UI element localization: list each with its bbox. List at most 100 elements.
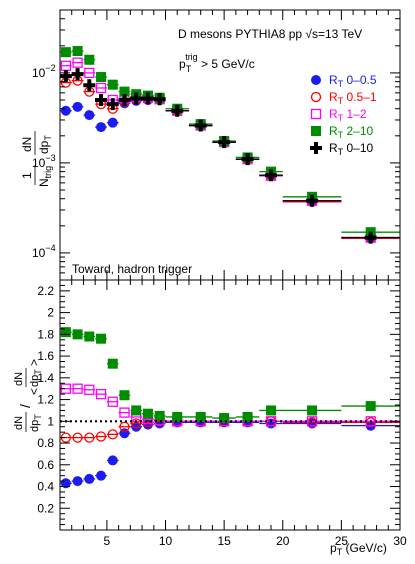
top-series-3-point <box>119 86 130 97</box>
bottom-series-3-point <box>107 358 118 369</box>
bottom-series-0-point <box>84 473 95 484</box>
bottom-series-3 <box>60 327 400 424</box>
top-panel: 10−210−310−4 D mesons PYTHIA8 pp √s=13 T… <box>20 9 401 281</box>
top-series-4-point <box>171 104 184 117</box>
top-series-0-point <box>107 117 118 128</box>
bottom-ylabel-dn: dN <box>13 416 25 430</box>
bottom-series-1-point <box>95 431 107 442</box>
bottom-series-2-point <box>119 407 130 418</box>
bottom-axes: 0.2 0.4 0.6 0.8 1 1.2 1.4 1.6 1.8 2 2.2 5 10 15 20 25 30 <box>37 280 407 548</box>
legend-entry-2: RT 1–2 <box>310 107 367 123</box>
bottom-series-3-point <box>219 413 230 424</box>
top-series-0-point <box>84 110 95 121</box>
top-series-4-point <box>265 169 278 182</box>
bottom-series-3-point <box>172 411 183 422</box>
bottom-series-0-point <box>96 470 107 481</box>
bottom-ylabel-gt: > <box>27 359 41 366</box>
bottom-series-1-point <box>72 432 83 443</box>
top-series-3-point <box>107 79 118 90</box>
top-series-0-point <box>96 122 107 133</box>
bottom-ylabel-dpt2: dpT <box>29 369 43 387</box>
bottom-panel: 0.2 0.4 0.6 0.8 1 1.2 1.4 1.6 1.8 2 2.2 5 10 15 20 25 30… <box>13 279 407 557</box>
legend-label-4: RT 0–10 <box>329 141 374 157</box>
top-series-4 <box>59 68 400 244</box>
top-ylabel-one: 1 <box>20 172 34 179</box>
bottom-series-1-point <box>107 429 118 440</box>
bottom-series-3-point <box>195 411 206 422</box>
bottom-ytick-label: 0.2 <box>37 501 54 515</box>
bottom-xtick-label: 15 <box>217 534 231 548</box>
bottom-xtick-label: 5 <box>104 534 111 548</box>
bottom-series-0-point <box>107 455 118 466</box>
legend-label-0: RT 0–0.5 <box>329 73 377 89</box>
legend-marker-3 <box>311 126 321 136</box>
top-series-4-point <box>218 136 231 149</box>
top-series-4-point <box>95 94 108 106</box>
legend-entry-3: RT 2–10 <box>311 124 374 140</box>
bottom-xtick-label: 20 <box>276 534 290 548</box>
top-series-4-point <box>153 93 166 106</box>
top-series-4-point <box>364 231 377 244</box>
top-series-2-point <box>95 82 107 94</box>
top-plot-area <box>59 46 400 244</box>
top-series-3-point <box>60 47 71 58</box>
trigger-annotation: pTtrig > 5 GeV/c <box>179 52 255 74</box>
bottom-series-0-point <box>131 421 142 432</box>
top-series-4-point <box>306 194 319 207</box>
legend-marker-0 <box>311 75 321 85</box>
bottom-series-3-point <box>266 405 277 416</box>
bottom-series-2-point <box>107 396 118 407</box>
bottom-ylabel-dpt: dpT <box>29 414 43 432</box>
bottom-series-3-point <box>131 405 142 416</box>
top-series-3-point <box>96 72 107 83</box>
bottom-ytick-label: 1.4 <box>37 371 54 385</box>
bottom-series-3-point <box>60 327 71 338</box>
bottom-ytick-label: 0.4 <box>37 480 54 494</box>
bottom-ytick-label: 2 <box>47 306 54 320</box>
top-series-4-point <box>130 92 143 105</box>
top-series-0-point <box>72 101 83 112</box>
bottom-series-3-point <box>365 401 376 412</box>
bottom-series-1-point <box>131 418 142 429</box>
bottom-ylabel-slash: / <box>17 404 33 408</box>
bottom-ytick-label: 1 <box>47 414 54 428</box>
top-series-4-point <box>83 79 96 92</box>
legend-label-1: RT 0.5–1 <box>329 90 377 106</box>
bottom-series-1-point <box>84 432 95 443</box>
bottom-ytick-label: 0.8 <box>37 436 54 450</box>
bottom-series-3-point <box>154 410 165 421</box>
bottom-ylabel-lt: < <box>27 388 41 395</box>
bottom-ytick-label: 1.2 <box>37 393 54 407</box>
bottom-xtick-label: 10 <box>159 534 173 548</box>
top-series-4-point <box>71 68 84 81</box>
bottom-series-3-point <box>242 411 253 422</box>
legend-entry-0: RT 0–0.5 <box>311 73 377 89</box>
bottom-ytick-label: 2.2 <box>37 284 54 298</box>
top-series-4-point <box>194 119 207 132</box>
top-ylabel-dn: dN <box>20 137 34 152</box>
bottom-series-0-point <box>72 476 83 487</box>
legend-label-2: RT 1–2 <box>329 107 367 123</box>
legend-marker-1 <box>310 91 322 103</box>
corner-annotation: Toward, hadron trigger <box>72 262 192 276</box>
bottom-ytick-label: 1.8 <box>37 327 54 341</box>
top-series-4-point <box>241 153 254 166</box>
bottom-series-3-point <box>72 329 83 340</box>
top-series-4-point <box>118 94 131 106</box>
bottom-xlabel: pT (GeV/c) <box>330 541 387 557</box>
bottom-series-1-point <box>119 421 130 432</box>
legend-entry-4: RT 0–10 <box>310 141 374 157</box>
bottom-series-2-point <box>95 388 107 400</box>
bottom-ytick-label: 0.6 <box>37 458 54 472</box>
top-series-4-point <box>141 92 154 105</box>
top-series-2-point <box>72 57 83 68</box>
bottom-series-3-point <box>96 333 107 344</box>
bottom-series-3-point <box>84 331 95 342</box>
bottom-series-2-point <box>84 384 95 395</box>
legend-marker-4 <box>310 142 322 154</box>
bottom-series-3-point <box>119 390 130 401</box>
bottom-ylabel: dN dpT / < dN dpT > <box>13 359 43 432</box>
bottom-ytick-label: 1.6 <box>37 349 54 363</box>
